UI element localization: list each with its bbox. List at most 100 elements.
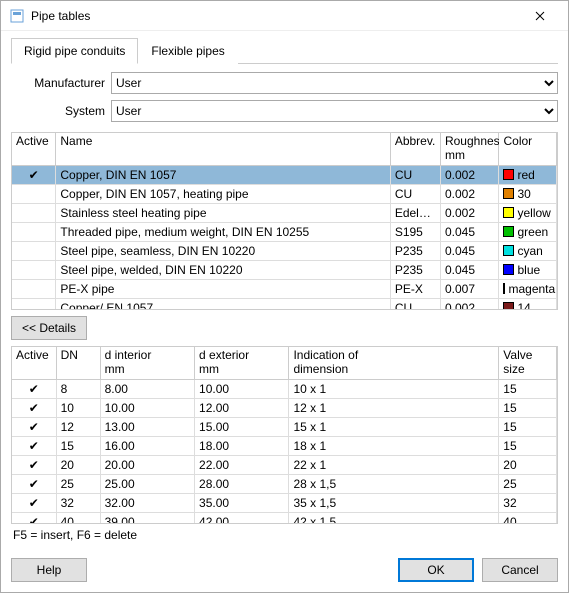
cell-dn[interactable]: 8 <box>56 380 100 399</box>
cell-name[interactable]: Copper, DIN EN 1057, heating pipe <box>56 184 390 203</box>
cell-dn[interactable]: 20 <box>56 456 100 475</box>
details-button[interactable]: << Details <box>11 316 87 340</box>
system-select[interactable]: User <box>111 100 558 122</box>
cell-d-interior[interactable]: 20.00 <box>100 456 194 475</box>
cell-roughness[interactable]: 0.002 <box>440 298 499 309</box>
cell-dimension[interactable]: 12 x 1 <box>289 399 499 418</box>
cell-dimension[interactable]: 35 x 1,5 <box>289 494 499 513</box>
cell-name[interactable]: Steel pipe, welded, DIN EN 10220 <box>56 260 390 279</box>
cell-dimension[interactable]: 28 x 1,5 <box>289 475 499 494</box>
cell-roughness[interactable]: 0.002 <box>440 165 499 184</box>
cell-active[interactable]: ✔ <box>12 418 56 437</box>
cell-color[interactable]: red <box>499 165 557 184</box>
ok-button[interactable]: OK <box>398 558 474 582</box>
cell-color[interactable]: 14 <box>499 298 557 309</box>
cell-name[interactable]: Steel pipe, seamless, DIN EN 10220 <box>56 241 390 260</box>
cell-active[interactable]: ✔ <box>12 380 56 399</box>
cell-valve[interactable]: 15 <box>499 437 557 456</box>
cell-d-exterior[interactable]: 10.00 <box>195 380 289 399</box>
cell-abbrev[interactable]: CU <box>390 184 440 203</box>
cell-roughness[interactable]: 0.045 <box>440 241 499 260</box>
cell-d-exterior[interactable]: 18.00 <box>195 437 289 456</box>
sizes-grid-scroll[interactable]: ActiveDNd interiormmd exteriormmIndicati… <box>12 347 557 523</box>
cell-name[interactable]: Stainless steel heating pipe <box>56 203 390 222</box>
cell-valve[interactable]: 20 <box>499 456 557 475</box>
cell-d-exterior[interactable]: 12.00 <box>195 399 289 418</box>
col-dn[interactable]: DN <box>56 347 100 379</box>
cell-active[interactable] <box>12 203 56 222</box>
cell-color[interactable]: green <box>499 222 557 241</box>
cell-active[interactable] <box>12 241 56 260</box>
table-row[interactable]: Stainless steel heating pipeEdelst…0.002… <box>12 203 557 222</box>
cell-name[interactable]: Threaded pipe, medium weight, DIN EN 102… <box>56 222 390 241</box>
cell-d-interior[interactable]: 13.00 <box>100 418 194 437</box>
table-row[interactable]: ✔2020.0022.0022 x 120 <box>12 456 557 475</box>
manufacturer-select[interactable]: User <box>111 72 558 94</box>
cell-abbrev[interactable]: Edelst… <box>390 203 440 222</box>
cell-name[interactable]: PE-X pipe <box>56 279 390 298</box>
cell-d-interior[interactable]: 10.00 <box>100 399 194 418</box>
cell-valve[interactable]: 15 <box>499 418 557 437</box>
cell-d-interior[interactable]: 39.00 <box>100 513 194 523</box>
cell-color[interactable]: cyan <box>499 241 557 260</box>
cell-active[interactable]: ✔ <box>12 475 56 494</box>
cell-dimension[interactable]: 42 x 1,5 <box>289 513 499 523</box>
table-row[interactable]: ✔1516.0018.0018 x 115 <box>12 437 557 456</box>
cell-dimension[interactable]: 10 x 1 <box>289 380 499 399</box>
cell-dn[interactable]: 15 <box>56 437 100 456</box>
cell-roughness[interactable]: 0.045 <box>440 260 499 279</box>
cell-dimension[interactable]: 18 x 1 <box>289 437 499 456</box>
table-row[interactable]: Copper/ EN 1057CU DIN0.00214 <box>12 298 557 309</box>
cell-color[interactable]: blue <box>499 260 557 279</box>
cancel-button[interactable]: Cancel <box>482 558 558 582</box>
cell-d-interior[interactable]: 25.00 <box>100 475 194 494</box>
cell-dn[interactable]: 40 <box>56 513 100 523</box>
cell-abbrev[interactable]: P235 <box>390 260 440 279</box>
cell-roughness[interactable]: 0.002 <box>440 184 499 203</box>
cell-roughness[interactable]: 0.002 <box>440 203 499 222</box>
cell-d-exterior[interactable]: 42.00 <box>195 513 289 523</box>
col-valve[interactable]: Valvesize <box>499 347 557 379</box>
cell-active[interactable]: ✔ <box>12 494 56 513</box>
col-d_ext[interactable]: d exteriormm <box>195 347 289 379</box>
cell-color[interactable]: 30 <box>499 184 557 203</box>
cell-valve[interactable]: 15 <box>499 380 557 399</box>
cell-d-interior[interactable]: 8.00 <box>100 380 194 399</box>
tab-flexible-pipes[interactable]: Flexible pipes <box>138 38 237 64</box>
cell-valve[interactable]: 15 <box>499 399 557 418</box>
col-active[interactable]: Active <box>12 133 56 165</box>
table-row[interactable]: ✔Copper, DIN EN 1057CU0.002red <box>12 165 557 184</box>
cell-active[interactable]: ✔ <box>12 437 56 456</box>
cell-abbrev[interactable]: CU DIN <box>390 298 440 309</box>
cell-color[interactable]: magenta <box>499 279 557 298</box>
col-d_int[interactable]: d interiormm <box>100 347 194 379</box>
cell-dn[interactable]: 25 <box>56 475 100 494</box>
cell-active[interactable] <box>12 298 56 309</box>
table-row[interactable]: ✔1010.0012.0012 x 115 <box>12 399 557 418</box>
col-name[interactable]: Name <box>56 133 390 165</box>
cell-active[interactable] <box>12 222 56 241</box>
cell-abbrev[interactable]: S195 <box>390 222 440 241</box>
table-row[interactable]: Steel pipe, seamless, DIN EN 10220P2350.… <box>12 241 557 260</box>
table-row[interactable]: ✔88.0010.0010 x 115 <box>12 380 557 399</box>
cell-abbrev[interactable]: P235 <box>390 241 440 260</box>
table-row[interactable]: Steel pipe, welded, DIN EN 10220P2350.04… <box>12 260 557 279</box>
cell-active[interactable]: ✔ <box>12 513 56 523</box>
cell-abbrev[interactable]: PE-X <box>390 279 440 298</box>
col-roughness[interactable]: Roughnessmm <box>440 133 499 165</box>
cell-d-exterior[interactable]: 28.00 <box>195 475 289 494</box>
cell-active[interactable] <box>12 260 56 279</box>
cell-valve[interactable]: 25 <box>499 475 557 494</box>
cell-dn[interactable]: 10 <box>56 399 100 418</box>
cell-name[interactable]: Copper, DIN EN 1057 <box>56 165 390 184</box>
cell-color[interactable]: yellow <box>499 203 557 222</box>
cell-dimension[interactable]: 22 x 1 <box>289 456 499 475</box>
table-row[interactable]: ✔2525.0028.0028 x 1,525 <box>12 475 557 494</box>
cell-valve[interactable]: 32 <box>499 494 557 513</box>
help-button[interactable]: Help <box>11 558 87 582</box>
cell-d-interior[interactable]: 32.00 <box>100 494 194 513</box>
table-row[interactable]: Threaded pipe, medium weight, DIN EN 102… <box>12 222 557 241</box>
tab-rigid-pipe-conduits[interactable]: Rigid pipe conduits <box>11 38 138 64</box>
table-row[interactable]: Copper, DIN EN 1057, heating pipeCU0.002… <box>12 184 557 203</box>
cell-active[interactable] <box>12 279 56 298</box>
